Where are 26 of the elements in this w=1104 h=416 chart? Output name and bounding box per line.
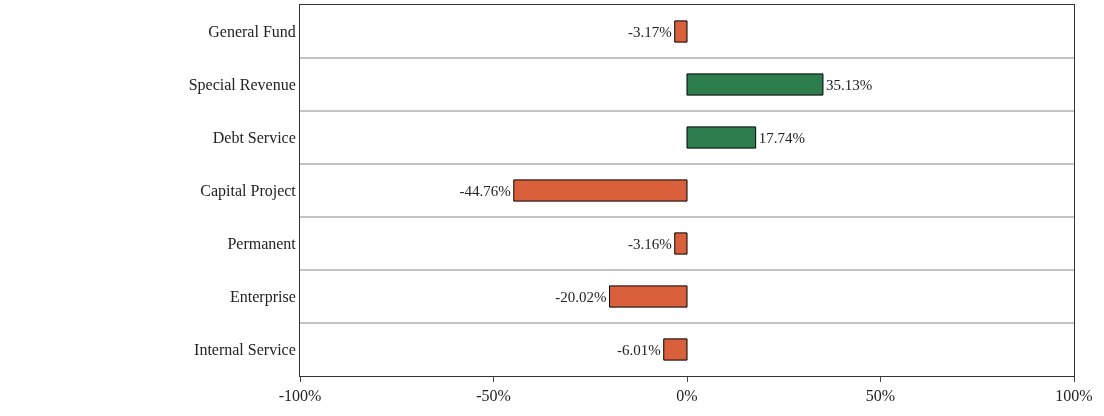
bar	[686, 73, 824, 96]
data-label: 17.74%	[758, 129, 805, 146]
bar	[686, 126, 757, 149]
bar	[674, 232, 688, 255]
y-tick-label: Enterprise	[230, 288, 296, 307]
data-label: -44.76%	[459, 182, 511, 199]
data-label: 35.13%	[825, 76, 873, 93]
x-tick-label: 100%	[1055, 387, 1093, 405]
x-tick-label: 50%	[865, 387, 896, 405]
data-label: -6.01%	[616, 341, 661, 358]
y-tick-label: Capital Project	[200, 182, 297, 201]
y-tick-label: Debt Service	[212, 129, 296, 147]
y-tick-label: Internal Service	[194, 341, 296, 359]
x-tick-label: -100%	[278, 387, 322, 405]
bar	[609, 285, 688, 308]
data-label: -3.16%	[628, 235, 672, 252]
x-tick-label: 0%	[676, 387, 698, 405]
data-label: -3.17%	[627, 23, 672, 40]
bar	[674, 20, 688, 43]
data-label: -20.02%	[555, 288, 607, 305]
y-tick-label: Permanent	[227, 235, 297, 253]
x-tick-label: -50%	[476, 387, 511, 405]
bar	[663, 338, 688, 361]
bar	[513, 179, 688, 202]
y-tick-label: General Fund	[208, 23, 296, 41]
y-tick-label: Special Revenue	[188, 76, 296, 95]
